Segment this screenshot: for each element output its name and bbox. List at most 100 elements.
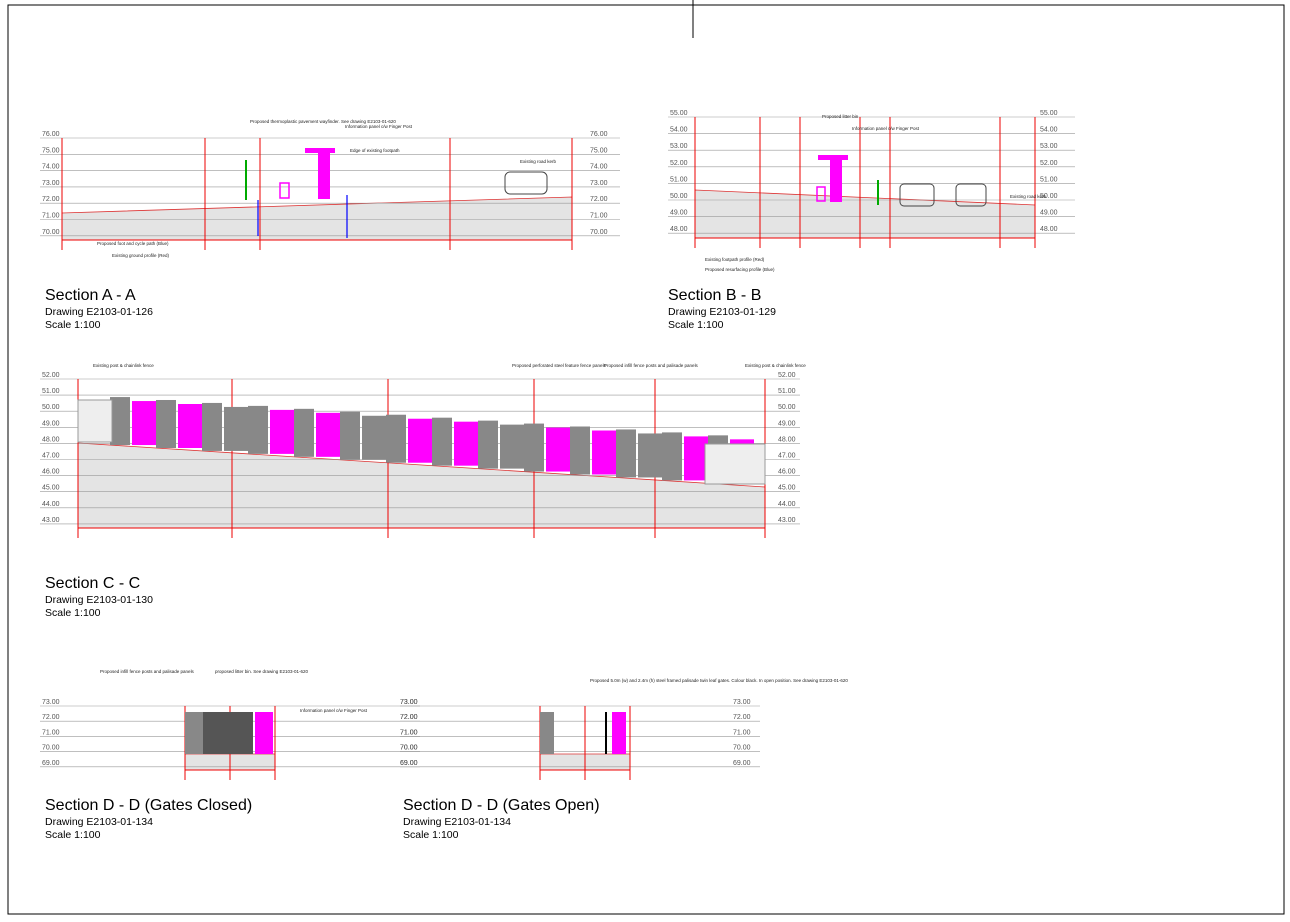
level-label: 52.00 [42, 372, 60, 379]
fence-panel [202, 402, 222, 451]
level-label: 54.00 [1040, 127, 1058, 134]
level-label: 47.00 [42, 453, 60, 460]
level-label: 73.00 [400, 699, 418, 706]
level-label: 53.00 [670, 143, 688, 150]
drawing-ref: Drawing E2103-01-126 [45, 306, 153, 318]
level-label: 70.00 [590, 229, 608, 236]
info-panel [318, 153, 330, 199]
car [899, 183, 935, 207]
level-label: 44.00 [778, 501, 796, 508]
annotation: Information panel c/w Finger Post [300, 708, 368, 713]
feature-panel [178, 403, 202, 448]
level-label: 55.00 [670, 110, 688, 117]
level-label: 70.00 [400, 745, 418, 752]
chainlink-fence [77, 399, 113, 443]
feature-panel [500, 424, 524, 469]
scale-ref: Scale 1:100 [403, 829, 459, 841]
level-label: 70.00 [42, 229, 60, 236]
level-label: 50.00 [1040, 193, 1058, 200]
level-label: 73.00 [733, 699, 751, 706]
annotation: Proposed thermoplastic pavement wayfinde… [250, 119, 396, 124]
annotation: Proposed litter bin [822, 114, 859, 119]
fence-panel [524, 423, 544, 472]
level-label: 74.00 [590, 164, 608, 171]
level-label: 43.00 [778, 517, 796, 524]
gate-panel [612, 712, 626, 754]
scale-ref: Scale 1:100 [668, 319, 724, 331]
level-label: 45.00 [42, 485, 60, 492]
feature-panel [408, 418, 432, 463]
gate-panel [255, 712, 273, 754]
annotation: Information panel c/w Finger Post [345, 124, 413, 129]
level-label: 46.00 [778, 469, 796, 476]
level-label: 48.00 [1040, 226, 1058, 233]
level-label: 71.00 [400, 729, 418, 736]
level-label: 69.00 [400, 760, 418, 767]
fence-panel [616, 429, 636, 478]
level-label: 70.00 [400, 745, 418, 752]
level-label: 55.00 [1040, 110, 1058, 117]
annotation: proposed litter bin. See drawing E2103-0… [215, 669, 309, 674]
feature-panel [224, 406, 248, 451]
drawing-ref: Drawing E2103-01-129 [668, 306, 776, 318]
fence-panel [340, 411, 360, 460]
scale-ref: Scale 1:100 [45, 607, 101, 619]
annotation: Proposed 5.0m (w) and 2.4m (h) steel fra… [590, 678, 848, 683]
litter-bin [279, 182, 290, 199]
level-label: 76.00 [590, 131, 608, 138]
feature-panel [270, 409, 294, 454]
section-title: Section B - B [668, 287, 761, 304]
gate-panel [203, 712, 253, 754]
fence-panel [294, 408, 314, 457]
section-title: Section C - C [45, 575, 140, 592]
level-label: 49.00 [670, 210, 688, 217]
level-label: 70.00 [733, 745, 751, 752]
car [504, 171, 548, 195]
scale-ref: Scale 1:100 [45, 829, 101, 841]
level-label: 73.00 [42, 699, 60, 706]
level-label: 73.00 [400, 699, 418, 706]
level-label: 70.00 [42, 745, 60, 752]
level-label: 43.00 [42, 517, 60, 524]
level-label: 71.00 [400, 729, 418, 736]
annotation: Existing footpath profile (Red) [705, 257, 765, 262]
level-label: 53.00 [1040, 143, 1058, 150]
level-label: 52.00 [670, 160, 688, 167]
level-label: 46.00 [42, 469, 60, 476]
level-label: 72.00 [42, 196, 60, 203]
level-label: 75.00 [590, 147, 608, 154]
annotation: Proposed infill fence posts and palisade… [100, 669, 195, 674]
gate-panel [540, 712, 554, 754]
level-label: 72.00 [733, 714, 751, 721]
annotation: Proposed resurfacing profile (Blue) [705, 267, 775, 272]
level-label: 49.00 [42, 420, 60, 427]
level-label: 73.00 [42, 180, 60, 187]
level-label: 72.00 [42, 714, 60, 721]
fence-panel [248, 405, 268, 454]
annotation: Edge of existing footpath [350, 148, 400, 153]
chainlink-fence [704, 443, 766, 485]
annotation: Existing road kerb [520, 159, 557, 164]
annotation: Proposed infill fence posts and palisade… [604, 363, 699, 368]
annotation: Proposed perforated steel feature fence … [512, 363, 607, 368]
ground [694, 189, 1036, 239]
drawing-ref: Drawing E2103-01-134 [45, 816, 153, 828]
finger-post [818, 155, 848, 160]
level-label: 47.00 [778, 453, 796, 460]
level-label: 52.00 [778, 372, 796, 379]
level-label: 69.00 [400, 760, 418, 767]
level-label: 45.00 [778, 485, 796, 492]
level-label: 52.00 [1040, 160, 1058, 167]
level-label: 49.00 [1040, 210, 1058, 217]
feature-panel [454, 421, 478, 466]
feature-panel [546, 427, 570, 472]
annotation: Information panel c/w Finger Post [852, 126, 920, 131]
level-label: 51.00 [1040, 176, 1058, 183]
gate-panel [185, 712, 203, 754]
sheet-border [7, 4, 1285, 915]
level-label: 71.00 [42, 729, 60, 736]
feature-panel [362, 415, 386, 460]
level-label: 72.00 [590, 196, 608, 203]
level-label: 44.00 [42, 501, 60, 508]
